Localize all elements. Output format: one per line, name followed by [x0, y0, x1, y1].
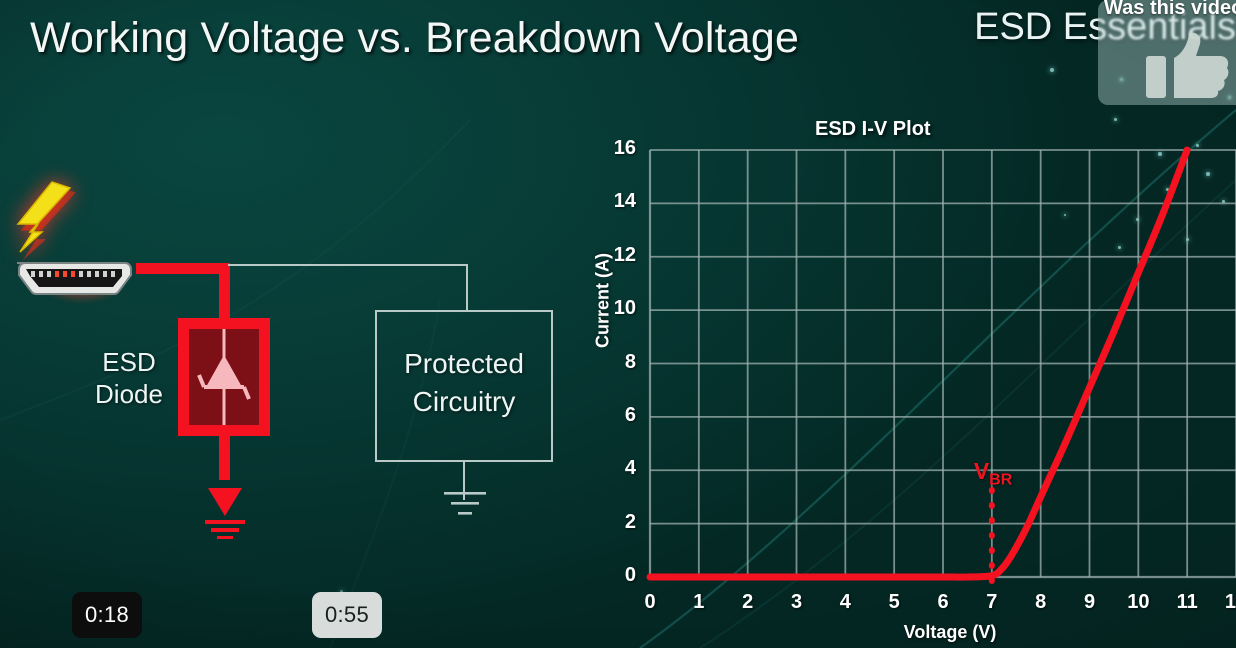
- chart-y-tick: 10: [613, 297, 636, 320]
- esd-diode-component: [178, 318, 270, 436]
- chart-x-axis-label: Voltage (V): [903, 622, 997, 642]
- wire-grey-vertical-top: [466, 264, 468, 312]
- protected-circuitry-label-line2: Circuitry: [412, 386, 516, 417]
- zener-diode-icon: [197, 329, 251, 425]
- chart-x-tick: 11: [1176, 591, 1198, 613]
- breakdown-voltage-label-sub: BR: [989, 471, 1013, 489]
- wire-grey-horizontal: [228, 264, 468, 266]
- time-badge-start-label: 0:18: [84, 602, 130, 627]
- time-badge-end-label: 0:55: [324, 602, 370, 627]
- hdmi-connector-icon: [17, 262, 132, 295]
- protected-circuitry-label-line1: Protected: [404, 348, 524, 379]
- chart-x-tick: 3: [790, 591, 803, 613]
- chart-x-tick: 6: [937, 591, 949, 613]
- chart-x-tick: 2: [742, 591, 754, 613]
- chart-x-tick: 1: [693, 591, 705, 613]
- chart-y-tick: 8: [624, 350, 636, 373]
- video-feedback-overlay[interactable]: [1098, 0, 1236, 105]
- chart-gridlines: [648, 149, 1236, 579]
- chart-y-tick: 2: [624, 510, 636, 533]
- chart-plot-area: [646, 146, 1236, 584]
- chart-x-tick: 0: [644, 591, 656, 613]
- esd-diode-label: ESD Diode: [85, 346, 173, 410]
- ground-symbol-esd-icon: [205, 488, 245, 539]
- chart-x-tick: 7: [986, 591, 998, 613]
- page-title: Working Voltage vs. Breakdown Voltage: [30, 14, 800, 62]
- chart-x-tick: 8: [1035, 591, 1047, 613]
- wire-red-horizontal: [136, 263, 230, 274]
- time-badge-end[interactable]: 0:55: [312, 592, 382, 638]
- chart-series-line: [646, 146, 1191, 581]
- chart-y-tick: 0: [624, 564, 636, 586]
- wire-grey-vertical-bottom: [463, 460, 465, 500]
- chart-y-tick: 12: [613, 243, 636, 266]
- wire-red-vertical-top: [219, 263, 230, 323]
- esd-protection-circuit-diagram: ESD Diode Protected Circuitry: [0, 150, 600, 570]
- thumbs-up-icon[interactable]: [1146, 30, 1232, 100]
- chart-x-tick: 10: [1127, 591, 1150, 613]
- esd-diode-label-line1: ESD: [102, 347, 156, 377]
- chart-title: ESD I-V Plot: [815, 118, 931, 140]
- time-badge-start[interactable]: 0:18: [72, 592, 142, 638]
- breakdown-voltage-annotation-label: VBR: [974, 458, 1012, 490]
- overlay-prompt-text: Was this video: [1104, 0, 1236, 19]
- chart-x-tick: 4: [839, 591, 851, 613]
- ground-symbol-protected-icon: [444, 492, 486, 515]
- protected-circuitry-label: Protected Circuitry: [375, 345, 553, 421]
- lightning-bolt-icon: [16, 181, 76, 261]
- chart-x-tick: 9: [1083, 591, 1096, 613]
- chart-x-tick: 5: [888, 591, 900, 613]
- breakdown-voltage-label-main: V: [973, 458, 990, 485]
- chart-x-tick: 12: [1224, 591, 1236, 613]
- chart-y-tick: 4: [624, 457, 636, 480]
- chart-y-tick: 16: [613, 137, 636, 159]
- chart-y-tick: 14: [613, 190, 636, 213]
- esd-diode-label-line2: Diode: [95, 379, 163, 409]
- protected-circuitry-component: [375, 310, 553, 462]
- chart-y-tick: 6: [624, 403, 636, 426]
- wire-red-vertical-bottom: [219, 432, 230, 480]
